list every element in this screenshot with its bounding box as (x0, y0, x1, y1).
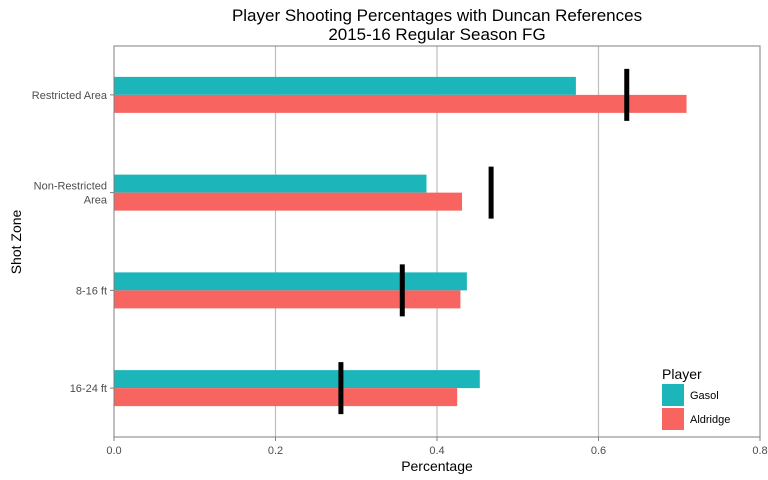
chart-title: Player Shooting Percentages with Duncan … (232, 6, 642, 25)
bar-aldridge-2 (114, 290, 461, 309)
x-tick-label: 0.2 (268, 445, 283, 457)
legend-title: Player (662, 366, 702, 382)
bar-aldridge-0 (114, 94, 687, 113)
y-tick-label: 8-16 ft (76, 285, 107, 297)
x-tick-label: 0.0 (106, 445, 121, 457)
legend-label: Aldridge (690, 414, 730, 426)
legend: Player Gasol Aldridge (662, 366, 730, 430)
bar-gasol-1 (114, 174, 427, 193)
duncan-reference-marks (338, 68, 630, 415)
x-tick-label: 0.6 (591, 445, 606, 457)
legend-key-aldridge (662, 408, 684, 430)
bar-gasol-0 (114, 76, 576, 95)
x-tick-labels: 0.0 0.2 0.4 0.6 0.8 (106, 437, 768, 457)
chart-subtitle: 2015-16 Regular Season FG (328, 25, 545, 44)
y-tick-label: Non-Restricted (34, 181, 107, 193)
legend-label: Gasol (690, 390, 719, 402)
bar-gasol-3 (114, 370, 480, 389)
x-axis-label: Percentage (401, 458, 473, 474)
y-tick-label: Area (84, 195, 108, 207)
legend-key-gasol (662, 384, 684, 406)
y-tick-label: 16-24 ft (70, 383, 107, 395)
x-tick-label: 0.4 (429, 445, 444, 457)
y-tick-label: Restricted Area (32, 90, 108, 102)
bars (114, 76, 687, 407)
bar-aldridge-1 (114, 192, 463, 211)
bar-gasol-2 (114, 272, 467, 291)
y-axis-label: Shot Zone (8, 209, 24, 274)
y-tick-labels: Restricted Area Non-Restricted Area 8-16 ft… (32, 90, 114, 395)
x-tick-label: 0.8 (752, 445, 767, 457)
bar-aldridge-3 (114, 388, 458, 407)
